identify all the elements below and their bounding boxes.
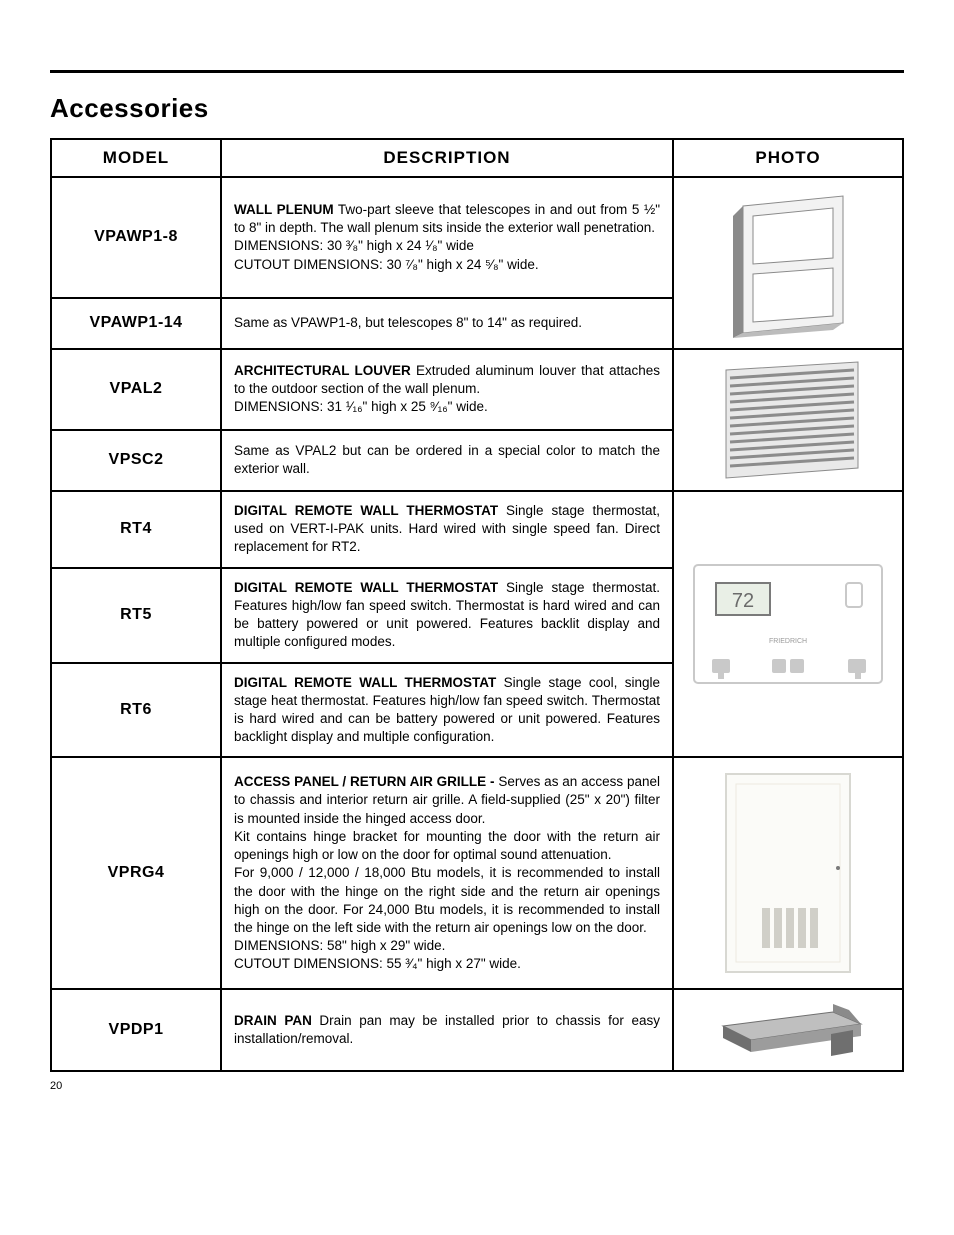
desc-text: Same as VPAWP1-8, but telescopes 8" to 1… bbox=[234, 315, 582, 330]
desc-bold: DIGITAL REMOTE WALL THERMOSTAT bbox=[234, 503, 498, 518]
thermostat-icon: 72 FRIEDRICH bbox=[688, 559, 888, 689]
model-cell: VPDP1 bbox=[51, 989, 221, 1071]
page-number: 20 bbox=[50, 1080, 904, 1092]
photo-cell-thermostat: 72 FRIEDRICH bbox=[673, 491, 903, 757]
photo-cell-drain-pan bbox=[673, 989, 903, 1071]
top-rule bbox=[50, 70, 904, 73]
table-row: VPDP1 DRAIN PAN Drain pan may be install… bbox=[51, 989, 903, 1071]
description-cell: ACCESS PANEL / RETURN AIR GRILLE - Serve… bbox=[221, 757, 673, 989]
desc-bold: DRAIN PAN bbox=[234, 1013, 312, 1028]
desc-text: Kit contains hinge bracket for mounting … bbox=[234, 829, 660, 862]
description-cell: ARCHITECTURAL LOUVER Extruded aluminum l… bbox=[221, 349, 673, 430]
desc-dims: CUTOUT DIMENSIONS: 55 ³⁄₄" high x 27" wi… bbox=[234, 956, 521, 971]
photo-cell-louver bbox=[673, 349, 903, 491]
desc-text: For 9,000 / 12,000 / 18,000 Btu models, … bbox=[234, 865, 660, 935]
model-cell: RT5 bbox=[51, 568, 221, 663]
model-cell: VPAWP1-14 bbox=[51, 298, 221, 349]
desc-bold: DIGITAL REMOTE WALL THERMOSTAT bbox=[234, 675, 496, 690]
table-row: VPAWP1-8 WALL PLENUM Two-part sleeve tha… bbox=[51, 177, 903, 298]
model-cell: VPRG4 bbox=[51, 757, 221, 989]
page-title: Accessories bbox=[50, 93, 904, 124]
description-cell: DIGITAL REMOTE WALL THERMOSTAT Single st… bbox=[221, 491, 673, 568]
header-description: DESCRIPTION bbox=[221, 139, 673, 177]
desc-bold: ACCESS PANEL / RETURN AIR GRILLE - bbox=[234, 774, 495, 789]
louver-icon bbox=[708, 360, 868, 480]
description-cell: DIGITAL REMOTE WALL THERMOSTAT Single st… bbox=[221, 568, 673, 663]
description-cell: Same as VPAWP1-8, but telescopes 8" to 1… bbox=[221, 298, 673, 349]
desc-bold: ARCHITECTURAL LOUVER bbox=[234, 363, 411, 378]
desc-dims: DIMENSIONS: 30 ³⁄₈" high x 24 ¹⁄₈" wide bbox=[234, 238, 474, 253]
model-cell: VPAWP1-8 bbox=[51, 177, 221, 298]
access-panel-icon bbox=[718, 768, 858, 978]
model-cell: RT6 bbox=[51, 663, 221, 758]
photo-cell-access-panel bbox=[673, 757, 903, 989]
wall-plenum-icon bbox=[713, 188, 863, 338]
description-cell: Same as VPAL2 but can be ordered in a sp… bbox=[221, 430, 673, 491]
accessories-table: MODEL DESCRIPTION PHOTO VPAWP1-8 WALL PL… bbox=[50, 138, 904, 1072]
description-cell: DIGITAL REMOTE WALL THERMOSTAT Single st… bbox=[221, 663, 673, 758]
desc-bold: DIGITAL REMOTE WALL THERMOSTAT bbox=[234, 580, 498, 595]
header-photo: PHOTO bbox=[673, 139, 903, 177]
table-row: VPRG4 ACCESS PANEL / RETURN AIR GRILLE -… bbox=[51, 757, 903, 989]
thermostat-brand-label: FRIEDRICH bbox=[769, 638, 807, 645]
desc-dims: DIMENSIONS: 58" high x 29" wide. bbox=[234, 938, 445, 953]
table-header-row: MODEL DESCRIPTION PHOTO bbox=[51, 139, 903, 177]
desc-text: Same as VPAL2 but can be ordered in a sp… bbox=[234, 443, 660, 476]
model-cell: RT4 bbox=[51, 491, 221, 568]
table-row: RT4 DIGITAL REMOTE WALL THERMOSTAT Singl… bbox=[51, 491, 903, 568]
model-cell: VPAL2 bbox=[51, 349, 221, 430]
model-cell: VPSC2 bbox=[51, 430, 221, 491]
desc-dims: CUTOUT DIMENSIONS: 30 ⁷⁄₈" high x 24 ⁵⁄₈… bbox=[234, 257, 539, 272]
description-cell: WALL PLENUM Two-part sleeve that telesco… bbox=[221, 177, 673, 298]
thermostat-reading: 72 bbox=[732, 590, 754, 612]
header-model: MODEL bbox=[51, 139, 221, 177]
table-row: VPAL2 ARCHITECTURAL LOUVER Extruded alum… bbox=[51, 349, 903, 430]
drain-pan-icon bbox=[703, 1000, 873, 1060]
photo-cell-plenum bbox=[673, 177, 903, 349]
desc-bold: WALL PLENUM bbox=[234, 202, 334, 217]
desc-dims: DIMENSIONS: 31 ¹⁄₁₆" high x 25 ⁹⁄₁₆" wid… bbox=[234, 399, 488, 414]
description-cell: DRAIN PAN Drain pan may be installed pri… bbox=[221, 989, 673, 1071]
